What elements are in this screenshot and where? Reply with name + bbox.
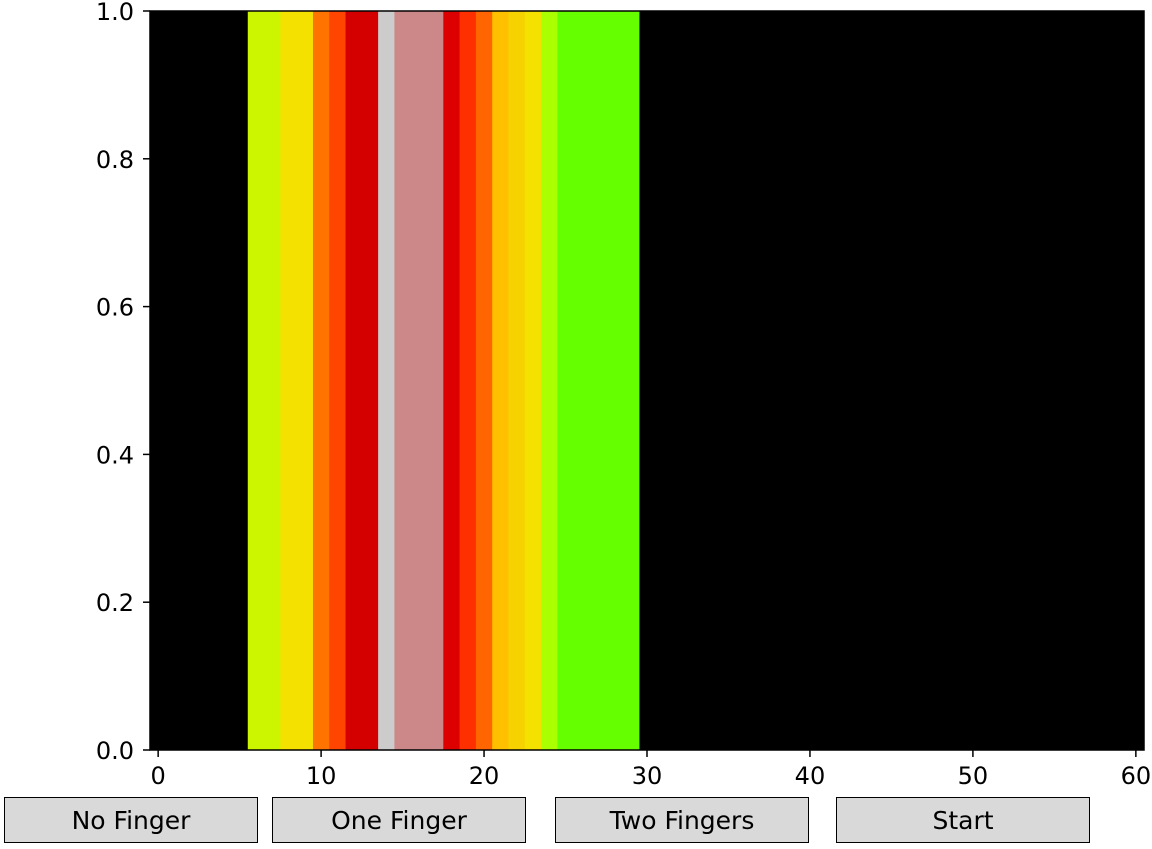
x-tick-label: 20 [469,762,500,790]
x-tick-label: 60 [1121,762,1152,790]
x-tick-label: 40 [795,762,826,790]
no-finger-button[interactable]: No Finger [4,797,258,843]
color-cell-12 [345,11,363,750]
color-cell-10 [312,11,330,750]
color-cells [247,11,640,750]
color-cell-24 [541,11,558,750]
color-cell-7 [264,11,281,750]
x-tick-label: 30 [632,762,663,790]
color-strip-plot: 0 10 20 30 40 50 60 0.0 0.2 0.4 0.6 0.8 1.0 [96,0,1152,790]
color-cell-25 [557,11,575,750]
color-cell-16 [410,11,428,750]
color-cell-8 [280,11,298,750]
color-cell-23 [524,11,542,750]
color-cell-14 [378,11,396,750]
y-tick-label: 0.2 [96,589,134,617]
two-fingers-button[interactable]: Two Fingers [555,797,809,843]
color-cell-28 [606,11,624,750]
start-button[interactable]: Start [836,797,1090,843]
color-cell-15 [394,11,412,750]
one-finger-button[interactable]: One Finger [272,797,526,843]
x-axis-ticks: 0 10 20 30 40 50 60 [151,750,1152,790]
color-cell-22 [508,11,526,750]
color-cell-6 [247,11,265,750]
color-cell-20 [475,11,493,750]
x-tick-label: 50 [958,762,989,790]
color-cell-19 [459,11,477,750]
color-cell-27 [589,11,607,750]
y-tick-label: 0.4 [96,441,134,469]
color-cell-11 [329,11,347,750]
color-cell-18 [443,11,461,750]
y-tick-label: 0.6 [96,294,134,322]
color-cell-21 [492,11,510,750]
color-cell-17 [427,11,444,750]
x-tick-label: 10 [306,762,337,790]
y-tick-label: 0.8 [96,146,134,174]
color-cell-13 [361,11,379,750]
y-axis-ticks: 0.0 0.2 0.4 0.6 0.8 1.0 [96,0,150,765]
y-tick-label: 1.0 [96,0,134,26]
x-tick-label: 0 [151,762,166,790]
color-cell-26 [573,11,591,750]
color-cell-29 [622,11,640,750]
y-tick-label: 0.0 [96,737,134,765]
color-cell-9 [296,11,314,750]
